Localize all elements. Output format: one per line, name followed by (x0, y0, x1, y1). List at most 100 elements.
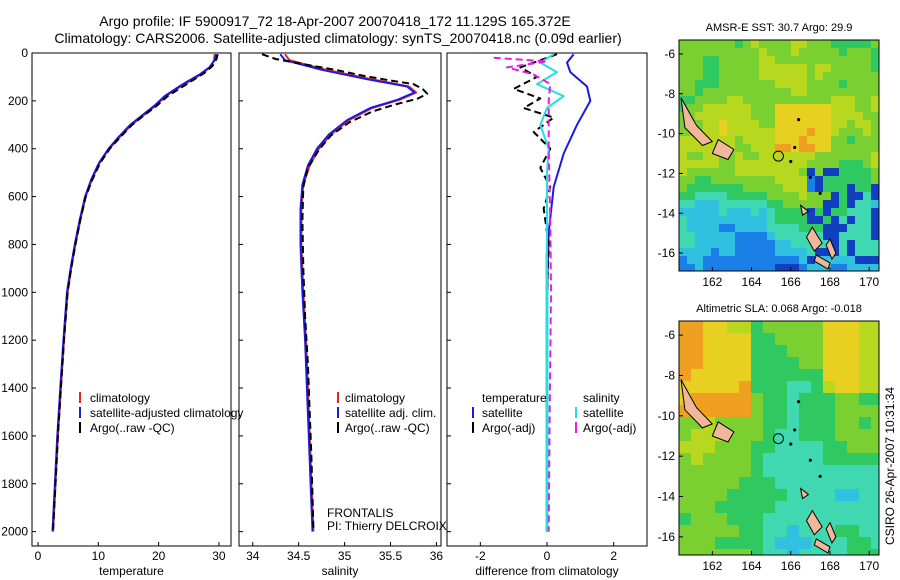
map-cell (835, 381, 848, 394)
map-cell (807, 104, 816, 113)
map-cell (695, 256, 704, 265)
map-cell (847, 128, 856, 137)
map-cell (735, 56, 744, 65)
map-cell (727, 345, 740, 358)
map-cell (679, 489, 692, 502)
y-tick-label: 800 (8, 237, 28, 251)
map-cell (703, 256, 712, 265)
map-cell (695, 56, 704, 65)
map-cell (751, 381, 764, 394)
map-cell (751, 192, 760, 201)
map-cell (763, 429, 776, 442)
map-cell (679, 176, 688, 185)
map-cell (727, 96, 736, 105)
x-axis-label: difference from climatology (475, 564, 618, 578)
map-cell (743, 248, 752, 257)
map-cell (791, 192, 800, 201)
map-cell (711, 96, 720, 105)
map-cell (807, 264, 816, 272)
map-cell (811, 405, 824, 418)
map-cell (767, 128, 776, 137)
map-cell (751, 136, 760, 145)
map-cell (859, 357, 872, 370)
map-cell (739, 321, 752, 334)
map-cell (751, 96, 760, 105)
map-cell (855, 264, 864, 272)
map-cell (831, 128, 840, 137)
map-cell (763, 477, 776, 490)
map-cell (871, 381, 880, 394)
map-cell (839, 144, 848, 153)
map-x-tick-label: 168 (820, 275, 840, 289)
map-cell (831, 80, 840, 89)
map-cell (775, 477, 788, 490)
map-cell (727, 56, 736, 65)
map-cell (703, 453, 716, 466)
map-cell (711, 176, 720, 185)
map-cell (775, 224, 784, 233)
legend-heading-salinity: salinity (583, 391, 620, 405)
map-cell (871, 104, 880, 113)
map-cell (775, 321, 788, 334)
map-cell (871, 208, 880, 217)
map-cell (743, 48, 752, 57)
map-cell (823, 256, 832, 265)
map-cell (807, 192, 816, 201)
map-cell (767, 192, 776, 201)
map-cell (767, 248, 776, 257)
map-cell (687, 168, 696, 177)
x-tick-label: 36 (430, 549, 444, 563)
map-cell (855, 192, 864, 201)
map-cell (823, 232, 832, 241)
map-cell (743, 64, 752, 73)
map-cell (847, 184, 856, 193)
map-cell (811, 357, 824, 370)
map-cell (739, 405, 752, 418)
map-cell (727, 224, 736, 233)
map-cell (831, 224, 840, 233)
map-cell (759, 136, 768, 145)
map-cell (859, 549, 872, 556)
map-cell (767, 72, 776, 81)
map-cell (687, 40, 696, 49)
islet (793, 428, 797, 432)
map-cell (767, 48, 776, 57)
map-cell (751, 333, 764, 346)
map-cell (695, 168, 704, 177)
sla-map: Altimetric SLA: 0.068 Argo: -0.018 162 164… (658, 303, 880, 573)
map-cell (703, 537, 716, 550)
map-cell (735, 168, 744, 177)
map-cell (791, 240, 800, 249)
map-cell (727, 232, 736, 241)
map-y-tick-label: -6 (664, 47, 675, 61)
map-cell (831, 96, 840, 105)
map-cell (727, 393, 740, 406)
map-cell (719, 208, 728, 217)
map-cell (695, 48, 704, 57)
map-cell (783, 104, 792, 113)
map-cell (759, 152, 768, 161)
map-cell (839, 160, 848, 169)
map-cell (823, 168, 832, 177)
map-cell (835, 465, 848, 478)
map-cell (807, 48, 816, 57)
map-cell (739, 453, 752, 466)
map-cell (815, 192, 824, 201)
map-cell (715, 441, 728, 454)
map-cell (743, 208, 752, 217)
map-cell (859, 513, 872, 526)
map-cell (691, 357, 704, 370)
map-cell (847, 240, 856, 249)
map-cell (719, 224, 728, 233)
map-cell (783, 232, 792, 241)
map-y-tick-label: -8 (664, 368, 675, 382)
map-y-tick-label: -12 (658, 449, 676, 463)
map-cell (727, 80, 736, 89)
map-cell (767, 112, 776, 121)
map-cell (831, 136, 840, 145)
map-cell (679, 477, 692, 490)
figure-title-line-2: Climatology: CARS2006. Satellite-adjuste… (54, 30, 621, 46)
plot-frame (238, 52, 442, 547)
map-cell (847, 393, 860, 406)
map-cell (787, 369, 800, 382)
